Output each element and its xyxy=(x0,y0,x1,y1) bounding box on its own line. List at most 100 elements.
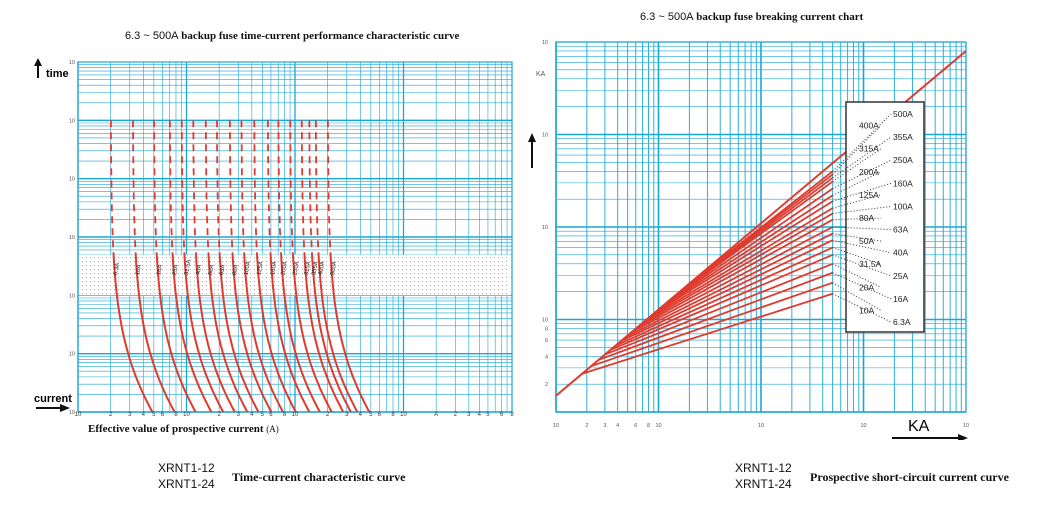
left-x-arrow-label: current xyxy=(34,393,72,405)
right-x-tick-label: 10 xyxy=(963,423,969,429)
left-series-label: 400A xyxy=(318,261,326,276)
left-x-tick-label: 6 xyxy=(378,412,382,418)
left-x-tick-label: 6 xyxy=(500,412,504,418)
left-x-tick-label: 10 xyxy=(75,412,82,418)
left-x-tick-label: 5 xyxy=(152,412,156,418)
right-y-arrowhead xyxy=(528,133,536,142)
left-x-caption-text: Effective value of prospective current xyxy=(88,423,264,435)
left-curve-250A xyxy=(291,254,333,413)
left-curve-dashed-250A xyxy=(289,120,294,255)
right-curve-20A xyxy=(604,262,833,356)
left-curve-dashed-80A xyxy=(229,120,234,255)
left-curve-400A xyxy=(317,254,359,413)
right-legend-label: 125A xyxy=(859,190,879,200)
right-legend-label: 63A xyxy=(893,225,908,235)
right-curve-250A xyxy=(666,187,834,304)
left-curve-16A xyxy=(155,254,197,413)
left-curve-dashed-160A xyxy=(267,120,272,255)
left-y-tick-label: 10 xyxy=(69,118,75,124)
left-curve-100A xyxy=(243,254,284,413)
left-series-label: 500A xyxy=(330,261,338,276)
left-y-tick-label: 10 xyxy=(69,352,75,358)
left-curve-160A xyxy=(269,254,311,413)
left-series-labels: 6.3A 10A 16A 25A 31.5A 40A 50A 63A 80A 100A 125A 16… xyxy=(113,259,338,275)
right-curve-50A xyxy=(625,232,834,338)
right-x-unit: KA xyxy=(908,418,930,435)
right-x-tick-label: 10 xyxy=(655,423,661,429)
right-curve-80A xyxy=(636,218,834,329)
left-curve-dashed-125A xyxy=(253,120,258,255)
left-y-tick-label: 10 xyxy=(69,235,75,241)
left-model-block: XRNT1-12 XRNT1-24 xyxy=(158,460,215,492)
left-x-tick-label: 4 xyxy=(142,412,146,418)
right-curve-16A xyxy=(598,271,833,361)
left-x-tick-label: 4 xyxy=(478,412,482,418)
right-legend-label: 40A xyxy=(893,248,908,258)
right-curve-200A xyxy=(660,194,834,309)
left-x-tick-label: 3 xyxy=(237,412,241,418)
right-legend: 500A 400A 355A 315A 250A 200A 160A 125A 100A 80A 6… xyxy=(832,101,925,333)
right-curve-40A xyxy=(620,239,834,342)
left-x-tick-label: 6 xyxy=(161,412,165,418)
left-curve-dashed-500A xyxy=(327,120,332,255)
left-y-tick-label: 10 xyxy=(69,177,75,183)
left-chart-title: 6.3 ~ 500A backup fuse time-current perf… xyxy=(125,30,459,42)
right-legend-leader xyxy=(832,247,882,265)
right-x-tick-label: 2 xyxy=(585,423,588,429)
left-series-label: 63A xyxy=(219,264,227,276)
left-x-tick-label: 2 xyxy=(326,412,330,418)
left-curve-dashed-200A xyxy=(277,120,282,255)
left-series-label: 160A xyxy=(270,261,278,276)
left-series-label: 200A xyxy=(281,261,289,276)
left-curve-dashed-355A xyxy=(308,120,313,255)
right-legend-label: 355A xyxy=(893,132,913,142)
right-legend-box xyxy=(845,101,925,333)
left-series-label: 315A xyxy=(304,261,312,276)
left-y-label: time xyxy=(46,68,69,80)
left-curve-40A xyxy=(195,254,236,413)
left-x-tick-label: 8 xyxy=(283,412,287,418)
left-y-arrowhead xyxy=(34,58,42,66)
right-curve-10A xyxy=(590,281,833,368)
left-title-rest: backup fuse time-current performance cha… xyxy=(181,30,460,42)
right-legend-label: 50A xyxy=(859,236,874,246)
breaking-current-chart: 500A400A355A315A250A200A160A125A100A80A6… xyxy=(528,40,969,440)
left-curve-50A xyxy=(207,254,249,413)
left-series-label: 31.5A xyxy=(184,259,193,275)
left-curve-dashed-31.5A xyxy=(180,120,186,255)
time-current-chart: 6.3A 10A 16A 25A 31.5A 40A 50A 63A 80A 100A 125A 16… xyxy=(34,58,514,418)
right-y-unit: KA xyxy=(536,71,546,78)
right-curves xyxy=(555,50,967,397)
right-legend-leader xyxy=(832,254,892,277)
right-title-rest: backup fuse breaking current chart xyxy=(696,11,864,23)
right-curve-63A xyxy=(631,226,834,333)
left-series-label: 250A xyxy=(292,261,300,276)
right-x-tick-label: 3 xyxy=(603,423,606,429)
right-x-arrowhead xyxy=(958,434,968,440)
left-x-tick-label: 2 xyxy=(454,412,458,418)
right-x-tick-label: 6 xyxy=(634,423,637,429)
left-x-tick-label: 6 xyxy=(269,412,273,418)
left-title-lead: 6.3 ~ 500A xyxy=(125,30,179,42)
right-legend-leader xyxy=(832,233,882,242)
left-curve-dashed-400A xyxy=(315,120,320,255)
left-curve-6.3A xyxy=(112,254,154,413)
left-x-tick-label: 10 xyxy=(183,412,190,418)
left-y-tick-label: 10 xyxy=(69,60,75,66)
left-curve-63A xyxy=(218,254,260,413)
left-x-tick-label: 2 xyxy=(217,412,221,418)
right-legend-label: 31.5A xyxy=(859,259,882,269)
right-y-tick-label: 4 xyxy=(545,354,548,360)
right-y-tick-label: 8 xyxy=(545,326,548,332)
right-legend-leader xyxy=(832,148,882,182)
right-legend-label: 80A xyxy=(859,213,874,223)
left-x-tick-label: 8 xyxy=(174,412,178,418)
left-series-label: 100A xyxy=(244,261,252,276)
right-y-tick-label: 10 xyxy=(542,133,548,139)
right-legend-leader xyxy=(832,293,892,323)
right-legend-label: 25A xyxy=(893,271,908,281)
right-legend-label: 500A xyxy=(893,109,913,119)
right-curve-160A xyxy=(654,200,834,314)
left-x-tick-label: 4 xyxy=(359,412,363,418)
right-legend-leader xyxy=(832,226,892,231)
